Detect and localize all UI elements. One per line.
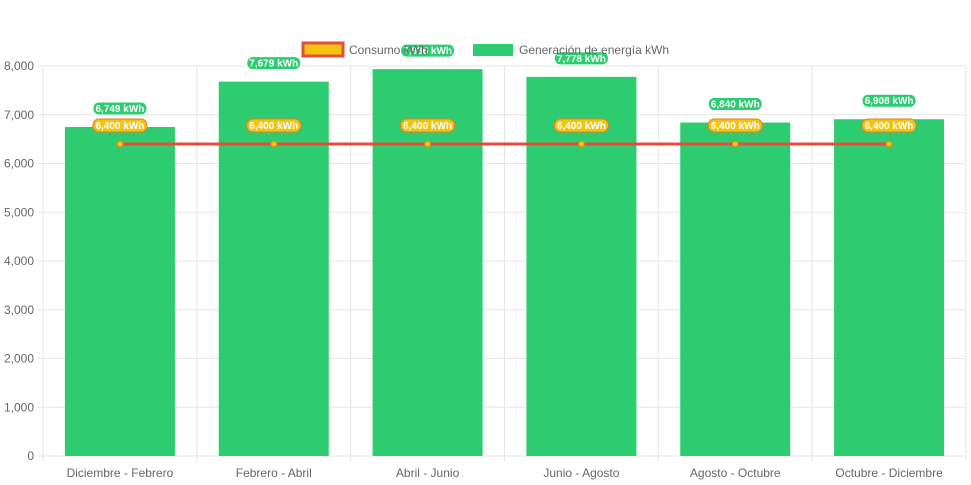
bar-data-label: 6,840 kWh bbox=[711, 100, 760, 111]
consumo-data-label: 6,400 kWh bbox=[557, 121, 606, 132]
bar-data-label: 7,778 kWh bbox=[557, 54, 606, 65]
bar-data-label: 6,908 kWh bbox=[865, 96, 914, 107]
consumo-data-label-bg bbox=[861, 118, 917, 133]
bar-data-label-bg bbox=[246, 56, 302, 71]
consumo-point[interactable] bbox=[424, 140, 432, 148]
consumo-data-label-bg bbox=[92, 118, 148, 133]
legend-generacion-swatch[interactable] bbox=[473, 44, 513, 56]
consumo-point[interactable] bbox=[885, 140, 893, 148]
bar-data-label-bg bbox=[400, 43, 456, 58]
x-tick-label: Agosto - Octubre bbox=[690, 466, 781, 480]
legend-consumo-swatch[interactable] bbox=[301, 41, 345, 58]
bar-generacion[interactable] bbox=[834, 119, 945, 457]
y-tick-label: 1,000 bbox=[4, 400, 34, 414]
bar-data-label-bg bbox=[92, 101, 148, 116]
x-tick-label: Febrero - Abril bbox=[236, 466, 312, 480]
x-tick-label: Junio - Agosto bbox=[543, 466, 619, 480]
bar-data-label-bg bbox=[861, 93, 917, 108]
y-tick-label: 0 bbox=[27, 449, 34, 463]
y-tick-label: 7,000 bbox=[4, 108, 34, 122]
consumo-point[interactable] bbox=[270, 140, 278, 148]
consumo-point[interactable] bbox=[731, 140, 739, 148]
x-tick-label: Octubre - Diciembre bbox=[835, 466, 943, 480]
y-tick-label: 3,000 bbox=[4, 303, 34, 317]
consumo-data-label: 6,400 kWh bbox=[403, 121, 452, 132]
bar-data-label-bg bbox=[553, 51, 609, 66]
consumo-point[interactable] bbox=[577, 140, 585, 148]
consumo-data-label: 6,400 kWh bbox=[249, 121, 298, 132]
consumo-data-label-bg bbox=[553, 118, 609, 133]
consumo-data-label: 6,400 kWh bbox=[865, 121, 914, 132]
y-tick-label: 4,000 bbox=[4, 254, 34, 268]
legend-consumo-label[interactable]: Consumo kWh bbox=[349, 43, 428, 57]
y-tick-label: 6,000 bbox=[4, 157, 34, 171]
bar-data-label: 7,679 kWh bbox=[249, 59, 298, 70]
consumo-data-label-bg bbox=[400, 118, 456, 133]
bar-data-label: 7,936 kWh bbox=[403, 46, 452, 57]
bar-data-label: 6,749 kWh bbox=[95, 104, 144, 115]
consumo-data-label: 6,400 kWh bbox=[95, 121, 144, 132]
bar-generacion[interactable] bbox=[64, 126, 175, 456]
bar-generacion[interactable] bbox=[218, 81, 329, 457]
bar-generacion[interactable] bbox=[372, 69, 483, 457]
x-tick-label: Abril - Junio bbox=[396, 466, 460, 480]
bar-data-label-bg bbox=[707, 97, 763, 112]
legend-generacion-label[interactable]: Generación de energía kWh bbox=[519, 43, 669, 57]
bar-generacion[interactable] bbox=[680, 122, 791, 457]
y-tick-label: 2,000 bbox=[4, 352, 34, 366]
consumo-data-label-bg bbox=[707, 118, 763, 133]
y-tick-label: 8,000 bbox=[4, 59, 34, 73]
consumo-data-label-bg bbox=[246, 118, 302, 133]
y-tick-label: 5,000 bbox=[4, 205, 34, 219]
x-tick-label: Diciembre - Febrero bbox=[67, 466, 174, 480]
bar-generacion[interactable] bbox=[526, 76, 637, 456]
consumo-data-label: 6,400 kWh bbox=[711, 121, 760, 132]
consumo-point[interactable] bbox=[116, 140, 124, 148]
